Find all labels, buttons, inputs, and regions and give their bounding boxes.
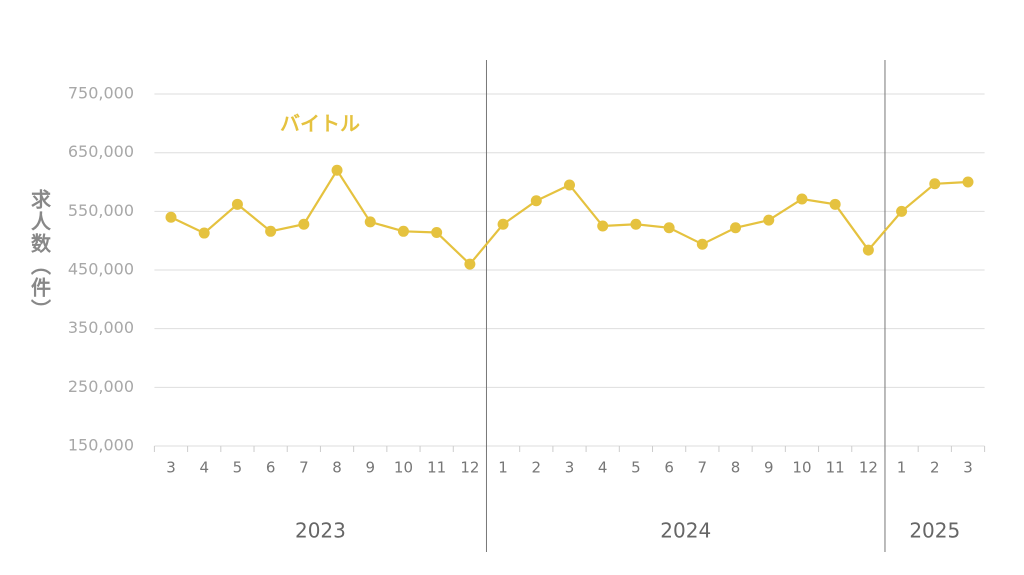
data-point <box>597 220 609 232</box>
x-tick-label: 1 <box>897 459 907 477</box>
y-tick-label: 550,000 <box>68 201 134 220</box>
x-tick-label: 9 <box>764 459 774 477</box>
x-tick-label: 11 <box>826 459 845 477</box>
data-point <box>763 214 775 226</box>
x-tick-label: 4 <box>598 459 608 477</box>
data-point <box>730 222 742 234</box>
data-point <box>829 198 841 210</box>
y-tick-label: 150,000 <box>68 436 134 455</box>
data-point <box>497 218 509 230</box>
x-tick-label: 3 <box>565 459 575 477</box>
data-point <box>265 225 277 237</box>
x-tick-label: 6 <box>266 459 276 477</box>
x-tick-label: 8 <box>731 459 741 477</box>
x-tick-label: 6 <box>664 459 674 477</box>
data-point <box>397 225 409 237</box>
x-tick-label: 2 <box>930 459 940 477</box>
x-tick-label: 8 <box>332 459 342 477</box>
data-point <box>165 211 177 223</box>
y-tick-label: 450,000 <box>68 260 134 279</box>
x-tick-label: 10 <box>792 459 811 477</box>
year-label: 2025 <box>909 519 960 543</box>
x-tick-label: 12 <box>859 459 878 477</box>
data-point <box>464 258 476 270</box>
data-point <box>896 205 908 217</box>
data-point <box>696 238 708 250</box>
series-label: バイトル <box>280 112 360 136</box>
y-axis-label: 求人数（件） <box>28 189 52 321</box>
data-point <box>796 193 808 205</box>
data-point <box>364 216 376 228</box>
x-tick-label: 5 <box>233 459 243 477</box>
x-tick-label: 2 <box>532 459 542 477</box>
x-tick-label: 7 <box>299 459 309 477</box>
x-tick-label: 4 <box>199 459 209 477</box>
data-point <box>231 198 243 210</box>
y-tick-label: 650,000 <box>68 142 134 161</box>
data-point <box>331 164 343 176</box>
data-point <box>663 222 675 234</box>
x-tick-label: 5 <box>631 459 641 477</box>
data-point <box>862 244 874 256</box>
data-point <box>298 218 310 230</box>
data-point <box>962 176 974 188</box>
data-point <box>564 179 575 191</box>
data-point <box>198 227 210 239</box>
data-point <box>630 218 642 230</box>
data-point <box>431 226 443 238</box>
data-point <box>929 178 941 190</box>
y-tick-label: 750,000 <box>68 84 134 103</box>
x-tick-label: 12 <box>460 459 479 477</box>
y-tick-label: 250,000 <box>68 377 134 396</box>
y-tick-label: 350,000 <box>68 318 134 337</box>
year-label: 2024 <box>660 519 711 543</box>
data-point <box>530 195 542 207</box>
x-tick-label: 3 <box>963 459 973 477</box>
x-tick-label: 7 <box>698 459 708 477</box>
x-tick-label: 3 <box>166 459 176 477</box>
x-tick-label: 10 <box>394 459 413 477</box>
x-tick-label: 9 <box>365 459 375 477</box>
year-label: 2023 <box>295 519 346 543</box>
x-tick-label: 11 <box>427 459 446 477</box>
x-tick-label: 1 <box>498 459 508 477</box>
